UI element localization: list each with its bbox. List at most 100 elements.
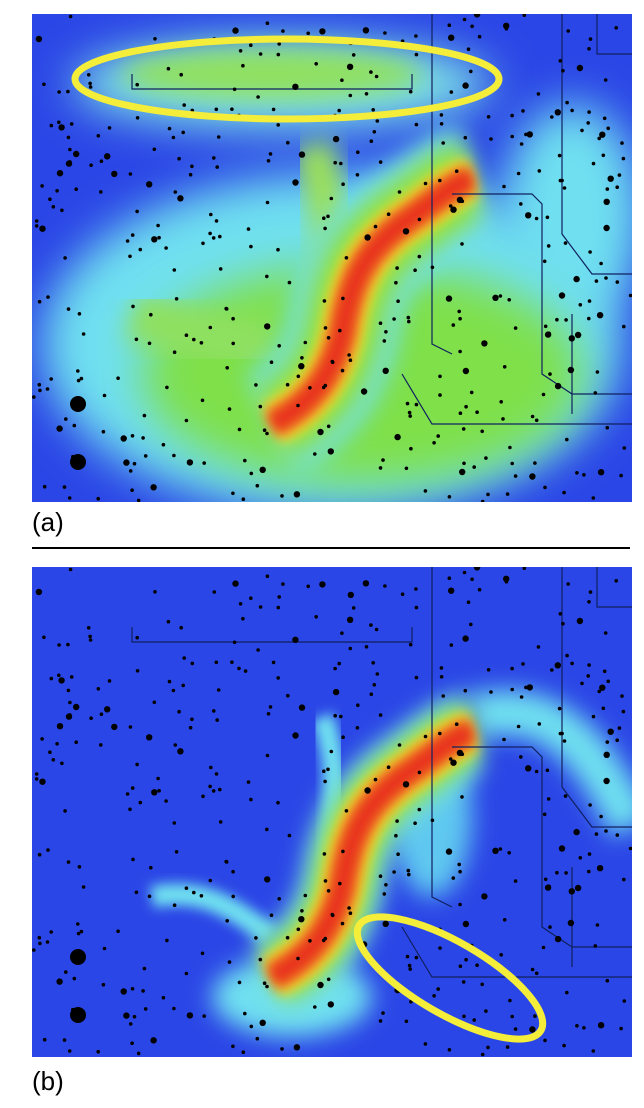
pcb-via bbox=[466, 600, 471, 604]
pcb-via bbox=[227, 960, 232, 964]
pcb-via bbox=[541, 392, 546, 397]
pcb-via bbox=[588, 250, 592, 254]
pcb-via bbox=[542, 259, 547, 264]
pcb-via bbox=[555, 870, 559, 875]
pcb-via bbox=[395, 266, 399, 270]
pcb-via bbox=[37, 935, 42, 940]
pcb-via bbox=[268, 152, 273, 156]
pcb-via bbox=[277, 344, 281, 348]
pcb-via bbox=[562, 739, 567, 743]
pcb-via bbox=[45, 940, 50, 944]
pcb-via bbox=[49, 123, 54, 128]
pcb-via bbox=[378, 713, 383, 717]
pcb-via bbox=[164, 246, 168, 250]
pcb-via bbox=[323, 226, 327, 231]
pcb-via bbox=[486, 115, 491, 119]
pcb-via bbox=[522, 567, 527, 570]
pcb-via bbox=[265, 431, 269, 436]
highlight-ellipse bbox=[71, 35, 503, 123]
pcb-via bbox=[314, 615, 319, 619]
pcb-via bbox=[462, 82, 469, 89]
pcb-via bbox=[141, 436, 145, 440]
pcb-via bbox=[458, 349, 462, 354]
pcb-via bbox=[462, 635, 469, 642]
pcb-via bbox=[384, 330, 388, 334]
pcb-via bbox=[477, 587, 482, 592]
pcb-via bbox=[317, 428, 324, 436]
pcb-via bbox=[218, 267, 223, 271]
pcb-via bbox=[231, 491, 235, 496]
pcb-via bbox=[513, 474, 518, 478]
pcb-via bbox=[587, 663, 591, 667]
pcb-via bbox=[462, 1014, 466, 1019]
pcb-via bbox=[232, 580, 239, 587]
pcb-via bbox=[603, 777, 610, 785]
pcb-via bbox=[364, 787, 371, 794]
pcb-via bbox=[525, 765, 532, 772]
pcb-via bbox=[184, 886, 189, 890]
pcb-via bbox=[69, 675, 74, 679]
pcb-via bbox=[265, 21, 270, 25]
pcb-via bbox=[130, 488, 134, 493]
pcb-via bbox=[298, 704, 306, 711]
pcb-via bbox=[499, 953, 504, 957]
pcb-via bbox=[276, 52, 281, 57]
pcb-via bbox=[38, 941, 42, 946]
pcb-via bbox=[439, 113, 444, 117]
pcb-via bbox=[332, 688, 340, 696]
pcb-via bbox=[172, 903, 177, 907]
pcb-via bbox=[150, 484, 157, 491]
pcb-via bbox=[548, 372, 552, 376]
pcb-via bbox=[408, 89, 413, 94]
pcb-via bbox=[593, 944, 598, 948]
pcb-via bbox=[241, 1050, 246, 1054]
pcb-via bbox=[378, 1019, 383, 1023]
pcb-via bbox=[323, 879, 328, 883]
pcb-via bbox=[409, 446, 413, 451]
pcb-via bbox=[281, 29, 285, 33]
pcb-via bbox=[451, 323, 456, 327]
pcb-via bbox=[565, 437, 569, 442]
pcb-via bbox=[510, 113, 514, 118]
pcb-via bbox=[402, 781, 410, 788]
pcb-via bbox=[458, 869, 462, 874]
pcb-via bbox=[578, 856, 583, 860]
pcb-via bbox=[383, 584, 387, 588]
pcb-via bbox=[329, 749, 334, 754]
pcb-via bbox=[48, 197, 52, 201]
pcb-via bbox=[400, 592, 405, 596]
pcb-via bbox=[484, 456, 488, 460]
pcb-via bbox=[326, 214, 330, 219]
heat-cyan bbox=[149, 883, 279, 946]
pcb-via bbox=[215, 718, 219, 722]
pcb-trace bbox=[431, 14, 453, 355]
pcb-via bbox=[123, 1012, 130, 1019]
pcb-via bbox=[202, 1014, 206, 1018]
heat-cyan bbox=[502, 104, 632, 324]
pcb-via bbox=[447, 495, 452, 499]
pcb-via bbox=[599, 684, 606, 691]
pcb-via bbox=[580, 128, 584, 133]
pcb-trace bbox=[401, 373, 632, 425]
pcb-via bbox=[364, 92, 369, 96]
pcb-via bbox=[237, 427, 242, 432]
pcb-via bbox=[230, 660, 234, 664]
pcb-via bbox=[492, 847, 499, 854]
pcb-via bbox=[603, 631, 608, 635]
pcb-via bbox=[408, 414, 413, 418]
pcb-via bbox=[463, 688, 468, 693]
pcb-via bbox=[179, 72, 183, 77]
pcb-via bbox=[298, 151, 306, 158]
pcb-via bbox=[37, 382, 42, 387]
pcb-via bbox=[338, 328, 342, 333]
pcb-via bbox=[269, 360, 274, 365]
pcb-via bbox=[271, 660, 276, 665]
pcb-via bbox=[238, 49, 243, 53]
pcb-via bbox=[149, 312, 153, 317]
pcb-via bbox=[392, 317, 396, 321]
pcb-via bbox=[265, 984, 269, 989]
pcb-via bbox=[486, 492, 490, 497]
pcb-via bbox=[147, 894, 152, 899]
pcb-via bbox=[587, 110, 591, 114]
pcb-via bbox=[477, 34, 482, 39]
